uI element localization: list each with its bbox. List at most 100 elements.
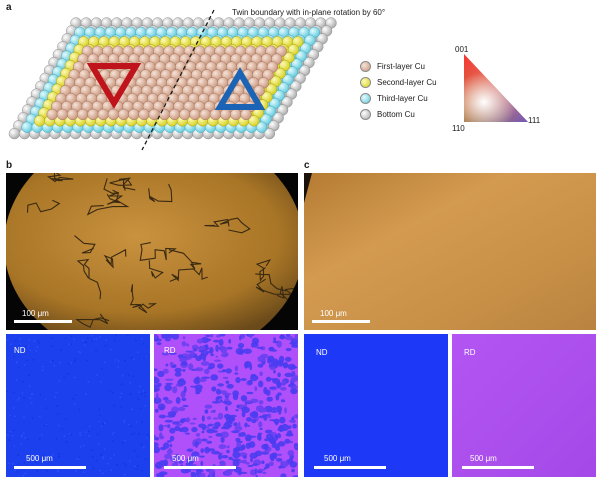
ebsd-grain-spot: [219, 390, 228, 395]
ebsd-pixel: [85, 431, 87, 433]
ebsd-grain-spot: [217, 363, 224, 369]
ebsd-grain-spot: [254, 386, 258, 392]
grain-boundary: [148, 183, 173, 203]
ebsd-pixel: [99, 414, 101, 416]
ebsd-pixel: [28, 374, 30, 376]
ebsd-pixel: [82, 339, 84, 341]
ebsd-pixel: [58, 456, 60, 458]
ebsd-grain-spot: [211, 401, 221, 404]
ebsd-grain-spot: [291, 468, 295, 473]
scale-bar: [462, 466, 534, 469]
ebsd-grain-spot: [181, 361, 188, 366]
ebsd-pixel: [110, 469, 112, 472]
ebsd-pixel: [13, 445, 15, 447]
ebsd-grain-spot: [210, 410, 216, 413]
ebsd-pixel: [142, 343, 144, 345]
ebsd-grain-spot: [154, 442, 159, 447]
ebsd-grain-spot: [199, 472, 206, 477]
scale-label: 500 μm: [470, 454, 497, 463]
ebsd-grain-spot: [225, 420, 233, 425]
ebsd-grain-spot: [168, 448, 172, 451]
ebsd-pixel: [103, 448, 106, 451]
ebsd-pixel: [20, 442, 23, 445]
atom: [8, 127, 21, 140]
ebsd-grain-spot: [188, 363, 194, 371]
ebsd-pixel: [74, 394, 77, 396]
grain-boundary: [47, 173, 74, 183]
atom: [179, 108, 191, 121]
ebsd-pixel: [37, 339, 39, 342]
ebsd-grain-spot: [158, 471, 168, 476]
ebsd-grain-spot: [291, 385, 298, 389]
ebsd-pixel: [45, 424, 47, 426]
ebsd-grain-spot: [292, 475, 298, 477]
ebsd-grain-spot: [261, 460, 265, 464]
ebsd-pixel: [73, 376, 76, 379]
grain-boundary: [255, 259, 272, 282]
ebsd-grain-spot: [284, 372, 293, 378]
ebsd-grain-spot: [198, 345, 207, 351]
ebsd-pixel: [44, 397, 46, 400]
ebsd-pixel: [53, 365, 56, 367]
ebsd-pixel: [141, 421, 143, 423]
ebsd-pixel: [69, 432, 71, 435]
ebsd-grain-spot: [237, 342, 245, 349]
ebsd-pixel: [18, 344, 21, 346]
ebsd-grain-spot: [247, 424, 250, 427]
ebsd-pixel: [7, 434, 9, 436]
ebsd-grain-spot: [167, 411, 177, 417]
ebsd-pixel: [113, 404, 116, 407]
ebsd-pixel: [55, 438, 57, 441]
ebsd-pixel: [13, 429, 15, 432]
ebsd-grain-spot: [191, 426, 198, 433]
ebsd-grain-spot: [156, 342, 162, 346]
ebsd-pixel: [115, 334, 117, 336]
ebsd-pixel: [58, 453, 60, 455]
ebsd-map-nd-b: ND 500 μm: [6, 334, 150, 477]
ebsd-grain-spot: [277, 372, 281, 378]
ebsd-pixel: [98, 420, 101, 423]
ebsd-pixel: [18, 366, 20, 369]
ebsd-grain-spot: [226, 383, 234, 389]
ebsd-pixel: [52, 454, 54, 456]
ebsd-grain-spot: [195, 469, 204, 473]
grain-boundary: [139, 242, 177, 261]
ebsd-pixel: [63, 435, 66, 437]
ebsd-grain-spot: [231, 458, 241, 462]
ebsd-pixel: [84, 341, 86, 343]
ebsd-grain-spot: [178, 460, 184, 464]
ebsd-map-rd-b: RD 500 μm: [154, 334, 298, 477]
grain-boundary: [169, 267, 208, 282]
ebsd-pixel: [60, 349, 62, 351]
ebsd-pixel: [100, 381, 102, 383]
ebsd-grain-spot: [254, 468, 258, 475]
ebsd-grain-spot: [244, 361, 252, 368]
ebsd-pixel: [50, 345, 53, 348]
ebsd-grain-spot: [293, 414, 298, 419]
ebsd-grain-spot: [204, 334, 212, 337]
ebsd-pixel: [141, 338, 143, 340]
legend-label: Second-layer Cu: [377, 77, 437, 87]
ebsd-grain-spot: [242, 459, 247, 464]
ebsd-grain-spot: [194, 441, 200, 446]
ebsd-grain-spot: [278, 409, 282, 415]
legend-label: Third-layer Cu: [377, 93, 428, 103]
ebsd-grain-spot: [275, 394, 280, 401]
ebsd-pixel: [25, 345, 27, 348]
ebsd-pixel: [13, 356, 15, 358]
ebsd-grain-spot: [200, 361, 210, 366]
ebsd-pixel: [85, 393, 87, 395]
ebsd-grain-spot: [185, 350, 192, 353]
ebsd-pixel: [129, 460, 131, 462]
ebsd-grain-spot: [178, 406, 186, 412]
ebsd-grain-spot: [265, 429, 273, 434]
ebsd-grain-spot: [198, 354, 207, 360]
atom: [107, 108, 120, 121]
ebsd-grain-spot: [236, 442, 242, 448]
ebsd-pixel: [113, 431, 115, 434]
ebsd-pixel: [149, 351, 150, 353]
ebsd-grain-spot: [245, 437, 250, 442]
ebsd-grain-spot: [162, 334, 170, 340]
ebsd-grain-spot: [217, 383, 224, 387]
